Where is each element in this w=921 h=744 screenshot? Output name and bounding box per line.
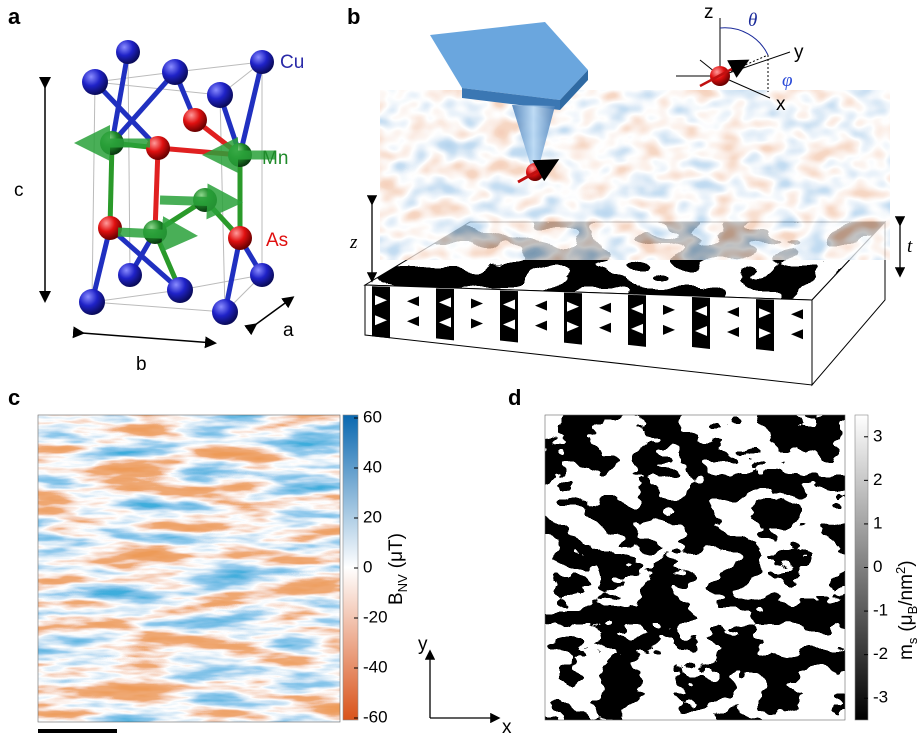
domain	[692, 297, 710, 349]
lattice-arrow	[82, 333, 214, 343]
colorbar-tick-label: 0	[873, 557, 882, 576]
colorbar-tick-label: -60	[363, 707, 388, 726]
frame-label: z	[704, 2, 714, 23]
label-part: (μ	[896, 614, 917, 631]
domain	[756, 299, 774, 351]
field-map	[38, 415, 340, 722]
lattice-label: b	[136, 354, 147, 375]
atoms	[79, 40, 274, 325]
cantilever	[430, 22, 588, 100]
frame-axes	[720, 28, 768, 55]
height-label: z	[349, 232, 358, 253]
label-sup: 2	[893, 567, 908, 574]
frame-axes	[676, 18, 790, 98]
atoms	[79, 289, 105, 315]
colorbar-tick-label: -40	[363, 657, 388, 676]
theta-label: θ	[748, 10, 757, 31]
axis-label: y	[418, 634, 428, 655]
domain	[436, 288, 454, 340]
unit-cell	[92, 52, 262, 312]
page: {"panel_labels": ["a", "b", "c", "d"], "…	[0, 0, 921, 739]
domain	[500, 291, 518, 343]
atoms	[250, 50, 274, 74]
colorbar-label: BNV (μT)	[386, 533, 410, 605]
label-part: m	[896, 644, 917, 660]
thickness-label: t	[907, 236, 913, 257]
colorbar-tick-label: -3	[873, 688, 888, 707]
domain	[564, 293, 582, 345]
bonds	[110, 143, 112, 228]
colorbar-tick-label: 60	[363, 407, 382, 426]
atoms	[118, 263, 142, 287]
colorbar-tick-label: 40	[363, 457, 382, 476]
panel-label: c	[8, 385, 20, 410]
label-sub: s	[905, 637, 920, 644]
panel-label: d	[508, 385, 521, 410]
phi-label: φ	[782, 70, 793, 91]
frame-label: x	[776, 94, 786, 115]
colorbar-tick-label: 20	[363, 507, 382, 526]
spin-arrows	[160, 200, 225, 202]
colorbar-tick-label: -1	[873, 601, 888, 620]
frame-label: y	[794, 42, 804, 63]
atoms	[162, 59, 188, 85]
bonds	[240, 62, 262, 155]
atoms	[212, 299, 238, 325]
figure: a b c d	[0, 0, 921, 739]
sample-slab	[365, 285, 812, 385]
bonds	[155, 148, 158, 232]
label-part: (μT)	[386, 533, 407, 568]
domain	[372, 286, 390, 338]
moment-map	[545, 415, 845, 720]
spin-arrows	[118, 232, 180, 235]
label-part: /nm	[896, 574, 917, 606]
atom-label: Cu	[280, 52, 304, 73]
atoms	[116, 40, 140, 64]
label-sub: B	[905, 606, 920, 615]
domain	[628, 295, 646, 347]
panel-label: a	[8, 4, 21, 29]
colorbar-tick-label: 1	[873, 513, 882, 532]
atoms	[183, 108, 207, 132]
frame-axes	[720, 52, 790, 76]
atom-label: Mn	[262, 148, 288, 169]
colorbar-tick-label: 3	[873, 426, 882, 445]
atoms	[228, 226, 252, 250]
colorbar-tick-label: -2	[873, 644, 888, 663]
label-part: )	[896, 560, 917, 566]
unit-cell	[92, 82, 95, 302]
colorbar-tick-label: 0	[363, 557, 372, 576]
axis-label: x	[502, 717, 512, 738]
label-sub: NV	[395, 574, 410, 592]
atoms	[82, 69, 108, 95]
label-part: B	[386, 592, 407, 605]
panel-label: b	[347, 4, 360, 29]
atoms	[167, 277, 193, 303]
atom-label: As	[266, 230, 288, 251]
colorbar-tick-label: 2	[873, 470, 882, 489]
atoms	[250, 263, 274, 287]
atoms	[207, 82, 233, 108]
colorbar-tick-label: -20	[363, 607, 388, 626]
colorbar-ticks: 60 40 20 0 -20 -40 -60	[354, 407, 388, 726]
crystal-structure	[79, 40, 275, 325]
colorbar-label: ms (μB/nm2)	[893, 560, 920, 660]
lattice-label: a	[283, 320, 294, 341]
lattice-label: c	[14, 180, 24, 201]
